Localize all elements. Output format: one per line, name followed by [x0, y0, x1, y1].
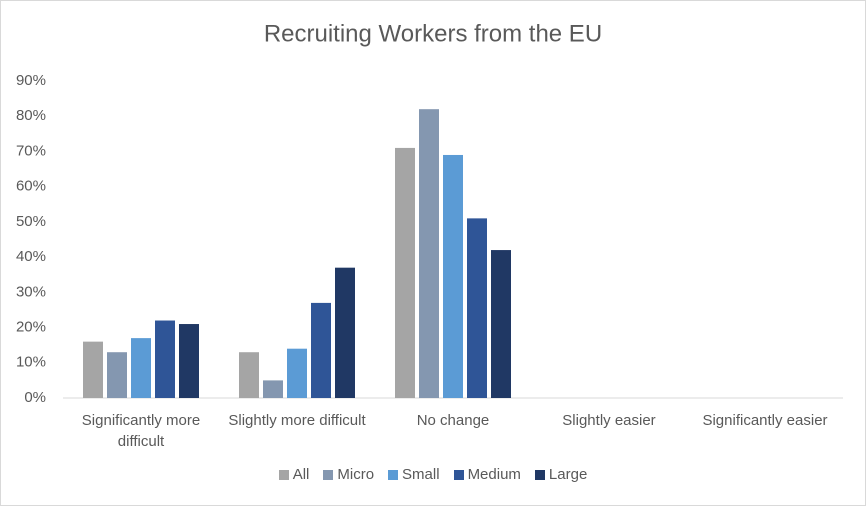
bar — [419, 109, 439, 398]
legend-swatch — [534, 469, 545, 480]
y-tick-label: 70% — [16, 142, 46, 159]
x-tick-label: Slightly more difficult — [228, 412, 366, 429]
bar — [311, 302, 331, 398]
bar — [83, 341, 103, 398]
y-tick-label: 20% — [16, 319, 46, 336]
bar — [239, 352, 259, 398]
y-tick-label: 30% — [16, 283, 46, 300]
bar — [491, 250, 511, 398]
bar — [179, 324, 199, 398]
y-tick-label: 10% — [16, 354, 46, 371]
x-tick-label: Slightly easier — [562, 412, 656, 429]
chart-title: Recruiting Workers from the EU — [264, 20, 602, 47]
legend-item: Small — [388, 466, 440, 483]
y-tick-label: 80% — [16, 107, 46, 124]
legend-item: Micro — [323, 466, 374, 483]
x-tick-label: No change — [416, 412, 490, 429]
legend-label: Small — [402, 466, 440, 483]
legend-swatch — [278, 469, 289, 480]
legend-label: All — [292, 466, 310, 483]
y-tick-label: 90% — [16, 72, 46, 89]
y-tick-label: 50% — [16, 213, 46, 230]
legend-item: Large — [534, 466, 588, 483]
legend-swatch — [388, 469, 399, 480]
legend-label: Medium — [467, 466, 521, 483]
bar — [467, 218, 487, 398]
y-tick-label: 60% — [16, 178, 46, 195]
legend-swatch — [453, 469, 464, 480]
bar — [443, 154, 463, 398]
legend-label: Large — [548, 466, 588, 483]
y-tick-label: 40% — [16, 248, 46, 265]
legend-swatch — [323, 469, 334, 480]
bar — [155, 320, 175, 398]
bar — [335, 267, 355, 398]
bar — [131, 338, 151, 398]
bar — [395, 147, 415, 398]
bar — [263, 380, 283, 398]
x-tick-label: Significantly easier — [702, 412, 828, 429]
bar — [287, 348, 307, 398]
legend: All Micro Small Medium Large — [1, 466, 865, 483]
y-tick-label: 0% — [24, 389, 46, 406]
legend-item: All — [278, 466, 310, 483]
legend-item: Medium — [453, 466, 521, 483]
x-tick-label: Significantly more difficult — [81, 412, 201, 450]
legend-label: Micro — [337, 466, 375, 483]
bar — [107, 352, 127, 398]
